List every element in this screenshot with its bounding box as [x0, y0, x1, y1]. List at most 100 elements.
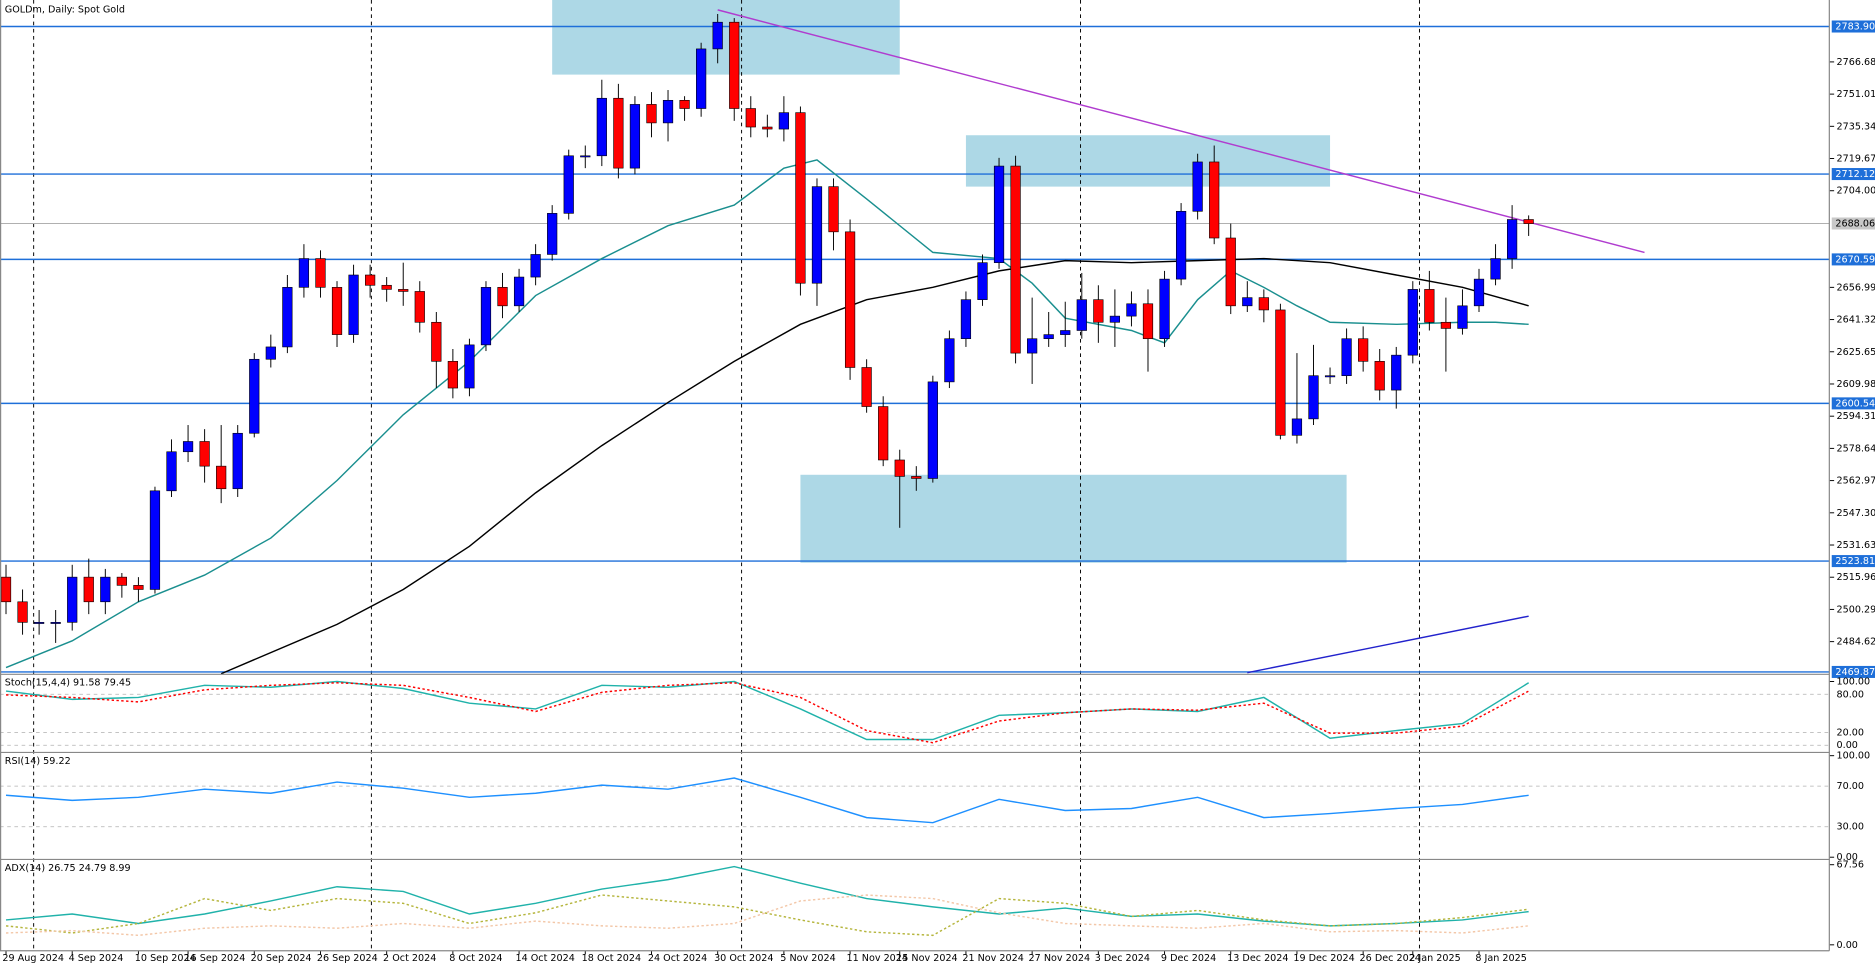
- y-tick-label: 2656.99: [1837, 282, 1875, 293]
- candle-body: [182, 441, 194, 453]
- indicator-line: [1247, 615, 1529, 674]
- level-label: 2523.81: [1835, 556, 1875, 567]
- candle-body: [1457, 305, 1468, 329]
- candle-body: [1490, 258, 1501, 280]
- y-tick-label: 2609.98: [1837, 379, 1875, 390]
- zones: [552, 0, 1347, 563]
- candle-body: [1142, 303, 1154, 340]
- candle-body: [1258, 297, 1269, 311]
- candle-body: [464, 344, 475, 389]
- y-tick-label: 2766.68: [1837, 57, 1875, 68]
- candle-body: [166, 451, 177, 492]
- indicator-line: [5, 682, 1529, 744]
- x-tick-label: 16 Sep 2024: [184, 953, 245, 964]
- indicator-line: [5, 680, 1530, 741]
- level-badge: [1831, 665, 1875, 678]
- candle-body: [315, 258, 326, 288]
- price-zone: [800, 474, 1347, 563]
- indicator-line: [5, 894, 1529, 937]
- x-tick-label: 20 Sep 2024: [251, 953, 312, 964]
- last-price-label: 2688.06: [1835, 218, 1875, 229]
- candle-body: [348, 274, 359, 335]
- level-badge: [1831, 253, 1875, 266]
- level-label: 2600.54: [1835, 398, 1875, 409]
- candle-body: [1506, 219, 1518, 259]
- candle-body: [414, 291, 425, 323]
- candle-body: [712, 21, 723, 50]
- level-badge: [1831, 20, 1875, 33]
- level-label: 2670.59: [1835, 254, 1875, 265]
- x-tick-label: 26 Sep 2024: [317, 953, 378, 964]
- candle-body: [977, 262, 988, 300]
- y-tick-label: 2735.34: [1837, 121, 1875, 132]
- candle-body: [911, 476, 922, 479]
- candle-body: [381, 284, 392, 290]
- indicator-line: [220, 257, 1529, 675]
- x-tick-label: 21 Nov 2024: [962, 953, 1024, 964]
- level-badge: [1831, 168, 1875, 181]
- level-badge: [1831, 555, 1875, 568]
- x-tick-label: 8 Jan 2025: [1475, 953, 1526, 964]
- candle-body: [1523, 219, 1534, 224]
- candle-body: [828, 186, 839, 233]
- candle-body: [265, 346, 276, 360]
- candle-body: [1324, 375, 1336, 378]
- candle-body: [596, 97, 607, 157]
- candle-body: [729, 21, 740, 109]
- candle-body: [1175, 210, 1187, 280]
- candle-body: [480, 287, 492, 346]
- x-tick-label: 29 Aug 2024: [2, 953, 64, 964]
- candle-body: [50, 622, 61, 624]
- candle-body: [944, 338, 955, 383]
- candle-body: [762, 126, 773, 130]
- x-tick-label: 15 Nov 2024: [896, 953, 958, 964]
- candle-body: [67, 576, 78, 623]
- frame: [0, 0, 1830, 952]
- candle-body: [580, 155, 591, 158]
- x-tick-label: 9 Dec 2024: [1161, 953, 1216, 964]
- candle-body: [0, 576, 12, 603]
- candle-body: [1242, 297, 1253, 307]
- last-price-badge: [1831, 217, 1875, 230]
- candle-body: [1159, 278, 1170, 340]
- candle-body: [811, 186, 823, 284]
- candle-body: [34, 622, 45, 624]
- main-layer: [0, 9, 1835, 955]
- x-tick-label: 10 Sep 2024: [135, 953, 196, 964]
- x-tick-label: 3 Dec 2024: [1095, 953, 1150, 964]
- level-badge: [1831, 397, 1875, 410]
- y-tick-label: 2751.01: [1837, 89, 1875, 100]
- x-tick-label: 26 Dec 2024: [1360, 953, 1421, 964]
- candle-body: [133, 585, 144, 590]
- candle-body: [547, 213, 558, 255]
- candle-body: [778, 112, 789, 130]
- indicator-line: [5, 865, 1529, 927]
- y-tick-label: 2515.96: [1837, 572, 1875, 583]
- candle-body: [199, 441, 210, 467]
- candle-body: [530, 254, 541, 278]
- indicator-tick-label: 100.00: [1837, 751, 1871, 762]
- candle-body: [1440, 321, 1452, 329]
- level-label: 2783.90: [1835, 22, 1875, 33]
- level-label: 2712.12: [1835, 169, 1875, 180]
- candle-body: [960, 299, 972, 340]
- candle-body: [1391, 354, 1402, 391]
- y-tick-label: 2531.63: [1837, 540, 1875, 551]
- price-zone: [965, 135, 1331, 187]
- candle-body: [249, 358, 260, 434]
- candle-body: [629, 104, 641, 169]
- y-tick-label: 2484.62: [1837, 637, 1875, 648]
- y-tick-label: 2641.32: [1837, 315, 1875, 326]
- indicator-tick-label: 0.00: [1837, 740, 1858, 751]
- candle-body: [1126, 303, 1137, 317]
- candle-body: [1093, 299, 1104, 323]
- candle-body: [83, 576, 94, 603]
- x-tick-label: 2 Oct 2024: [383, 953, 436, 964]
- indicator-tick-label: 30.00: [1837, 822, 1865, 833]
- indicator-tick-label: 100.00: [1837, 677, 1871, 688]
- candle-body: [398, 289, 409, 292]
- indicator-tick-label: 80.00: [1837, 689, 1865, 700]
- candle-body: [149, 490, 161, 590]
- candle-body: [17, 601, 28, 623]
- candle-body: [927, 381, 938, 479]
